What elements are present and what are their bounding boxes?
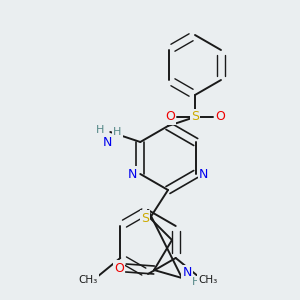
Text: N: N [103, 136, 112, 148]
Text: S: S [191, 110, 199, 124]
Text: N: N [182, 266, 192, 280]
Text: S: S [141, 212, 149, 224]
Text: H: H [192, 277, 200, 287]
Text: O: O [165, 110, 175, 124]
Text: N: N [128, 167, 137, 181]
Text: O: O [215, 110, 225, 124]
Text: N: N [199, 167, 208, 181]
Text: H: H [113, 127, 122, 137]
Text: CH₃: CH₃ [198, 275, 217, 285]
Text: O: O [114, 262, 124, 275]
Text: H: H [96, 125, 104, 135]
Text: CH₃: CH₃ [79, 275, 98, 285]
